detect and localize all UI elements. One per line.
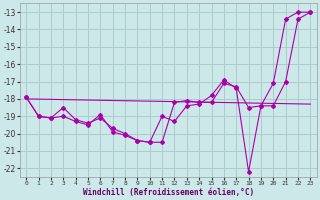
X-axis label: Windchill (Refroidissement éolien,°C): Windchill (Refroidissement éolien,°C) (83, 188, 254, 197)
